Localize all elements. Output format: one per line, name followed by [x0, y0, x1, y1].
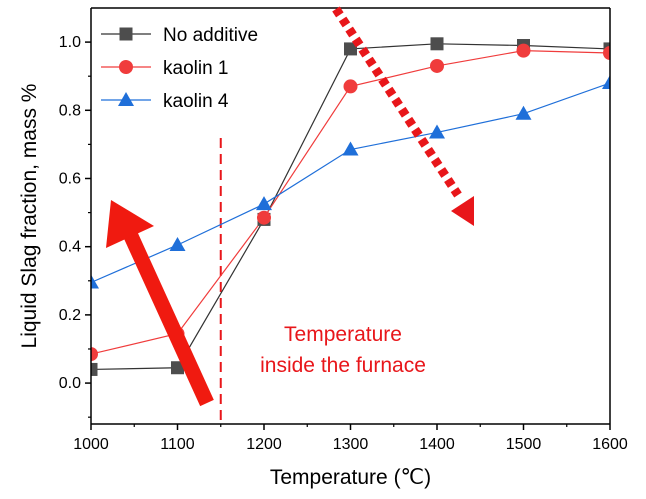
x-tick-label: 1000: [73, 436, 109, 453]
series-1-point-3: [343, 79, 358, 94]
annotation-layer: Temperature inside the furnace: [106, 6, 474, 407]
y-tick-label: 0.4: [59, 239, 81, 256]
annotation-text-line2: inside the furnace: [260, 354, 426, 377]
x-tick-label: 1200: [246, 436, 282, 453]
rising-arrow-shaft: [124, 232, 214, 407]
series-2-point-0: [91, 274, 99, 289]
legend-marker: [118, 92, 134, 106]
legend-item-1: kaolin 1: [101, 58, 229, 79]
legend-marker: [119, 60, 133, 74]
series-2-point-4: [429, 124, 445, 139]
x-tick-label: 1600: [592, 436, 628, 453]
y-tick-label: 0.0: [59, 375, 81, 392]
series-1-point-4: [430, 58, 444, 73]
series-0-point-1: [171, 361, 184, 375]
y-tick-label: 0.6: [59, 170, 81, 187]
series-1-point-2: [257, 210, 271, 225]
y-tick-label: 0.8: [59, 102, 81, 119]
legend-label: No additive: [163, 25, 258, 46]
series-2-point-6: [602, 75, 610, 90]
series-2-point-5: [515, 105, 532, 120]
legend-label: kaolin 1: [163, 58, 229, 79]
axis-layer: 1000 1100 1200 1300 1400 1500 1600 0.0 0.2 0.4 0.6…: [18, 7, 628, 489]
x-tick-label: 1500: [506, 436, 542, 453]
falling-arrow-head: [451, 196, 474, 226]
x-axis-title: Temperature (℃): [270, 466, 431, 489]
y-tick-label: 0.2: [59, 307, 81, 324]
x-tick-label: 1400: [419, 436, 455, 453]
y-axis-title: Liquid Slag fraction, mass %: [18, 84, 41, 349]
series-2-point-1: [169, 236, 186, 251]
x-tick-label: 1100: [160, 436, 195, 453]
series-line-2: [91, 82, 610, 284]
rising-arrow-head: [106, 200, 154, 248]
annotation-text-line1: Temperature: [284, 323, 402, 346]
series-0-point-0: [91, 362, 98, 376]
falling-arrow-shaft: [332, 6, 462, 198]
series-0-point-4: [430, 37, 444, 51]
legend-label: kaolin 4: [163, 91, 229, 112]
legend-item-0: No additive: [101, 25, 258, 46]
x-tick-label: 1300: [333, 436, 369, 453]
legend: No additive kaolin 1 kaolin 4: [101, 25, 258, 112]
series-1-point-6: [603, 46, 610, 61]
series-2-point-3: [342, 141, 359, 156]
legend-item-2: kaolin 4: [101, 91, 229, 112]
series-1-point-5: [516, 43, 531, 58]
legend-marker: [119, 27, 133, 41]
series-2-point-2: [256, 196, 272, 211]
y-tick-label: 1.0: [59, 34, 81, 51]
series-0-point-3: [344, 42, 357, 56]
series-1-point-0: [91, 347, 98, 362]
